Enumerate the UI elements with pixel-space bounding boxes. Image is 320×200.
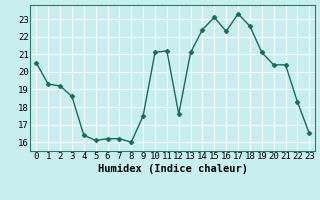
X-axis label: Humidex (Indice chaleur): Humidex (Indice chaleur) [98,164,248,174]
